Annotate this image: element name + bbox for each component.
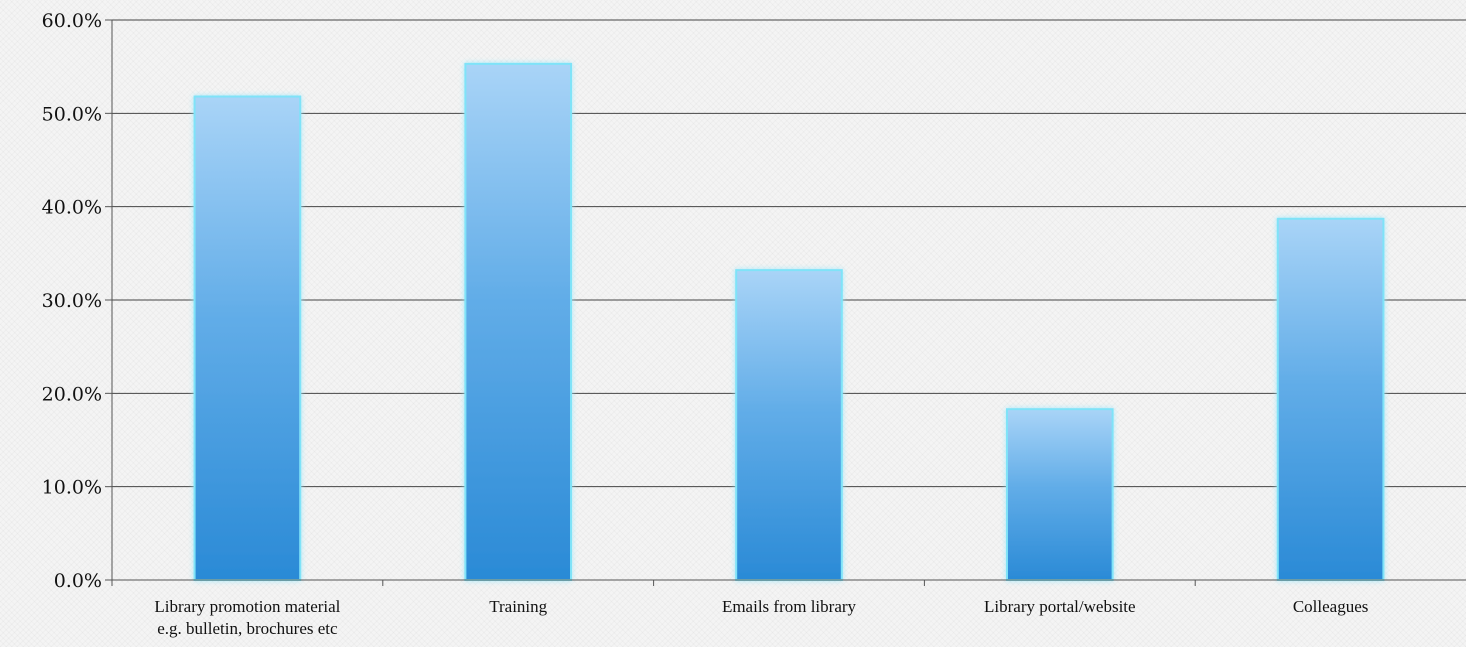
bar bbox=[735, 269, 843, 581]
y-tick-label: 20.0% bbox=[42, 383, 102, 405]
bar bbox=[1005, 408, 1114, 582]
x-tick-label: Training bbox=[489, 597, 547, 616]
x-tick-label: Library portal/website bbox=[984, 597, 1136, 616]
y-tick-label: 30.0% bbox=[42, 290, 102, 312]
axes bbox=[105, 19, 1466, 586]
y-tick-label: 0.0% bbox=[54, 570, 102, 592]
y-tick-label: 60.0% bbox=[42, 10, 102, 32]
y-tick-label: 40.0% bbox=[42, 197, 102, 219]
bars bbox=[193, 62, 1385, 582]
y-tick-label: 10.0% bbox=[42, 477, 102, 499]
x-tick-label: Library promotion material e.g. bulletin,… bbox=[154, 597, 340, 638]
bar bbox=[464, 62, 573, 582]
x-tick-label: Emails from library bbox=[722, 597, 857, 616]
bar bbox=[1276, 217, 1385, 582]
tick-labels: 0.0% 10.0% 20.0% 30.0% 40.0% 50.0% 60.0% Librar… bbox=[42, 10, 1369, 638]
x-tick-label: Colleagues bbox=[1293, 597, 1369, 616]
bar bbox=[193, 95, 302, 582]
y-tick-label: 50.0% bbox=[42, 103, 102, 125]
